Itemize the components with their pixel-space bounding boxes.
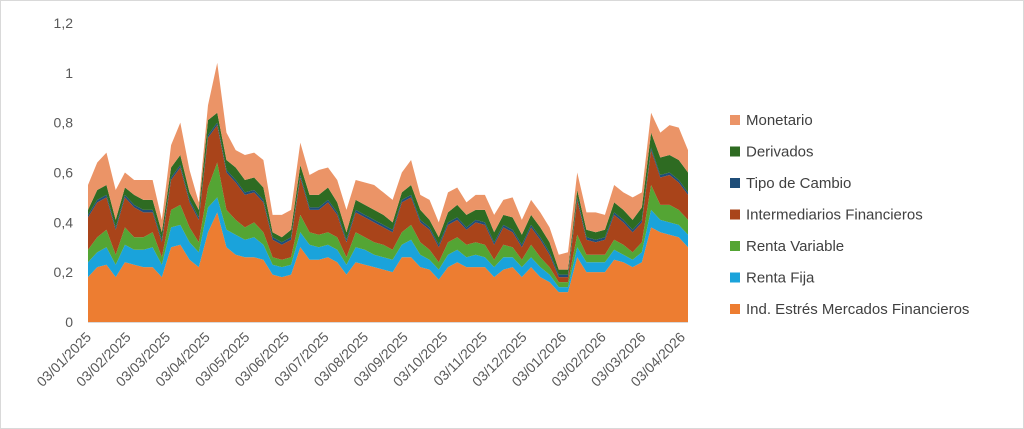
legend-swatch [730,178,740,188]
y-tick-label: 1 [65,65,73,81]
y-tick-label: 0,4 [54,214,74,230]
legend-swatch [730,304,740,314]
area-series-renta-fija [88,197,688,293]
legend-label: Monetario [746,112,813,129]
legend-label: Renta Variable [746,238,844,255]
area-series-intermediarios-financieros [88,125,688,283]
legend-label: Intermediarios Financieros [746,207,923,224]
legend-swatch [730,146,740,157]
legend-label: Ind. Estrés Mercados Financieros [746,301,969,318]
area-series-monetario [88,62,688,270]
legend-item-renta-fija: Renta Fija [730,270,815,287]
legend-label: Renta Fija [746,270,815,287]
plot-area [88,62,688,322]
legend-item-monetario: Monetario [730,112,813,129]
legend-item-derivados: Derivados [730,144,814,161]
legend-swatch [730,272,740,283]
legend-label: Tipo de Cambio [746,175,851,192]
legend-swatch [730,209,740,220]
legend: Monetario Derivados Tipo de Cambio Intermed… [730,112,969,318]
area-series-renta-variable [88,162,688,288]
x-axis: 03/01/202503/02/202503/03/202503/04/2025… [33,322,688,390]
legend-item-intermediarios-financieros: Intermediarios Financieros [730,207,923,224]
area-series-ind-estres-mercados-financieros [88,212,688,322]
y-tick-label: 0 [65,314,73,330]
legend-swatch [730,241,740,251]
legend-item-ind-estres-mercados-financieros: Ind. Estrés Mercados Financieros [730,301,969,318]
y-tick-label: 1,2 [54,15,74,31]
y-axis: 0 0,2 0,4 0,6 0,8 1 1,2 [54,15,74,330]
legend-item-tipo-de-cambio: Tipo de Cambio [730,175,851,192]
y-tick-label: 0,2 [54,264,74,280]
y-tick-label: 0,8 [54,115,74,131]
legend-item-renta-variable: Renta Variable [730,238,844,255]
y-tick-label: 0,6 [54,165,74,181]
legend-swatch [730,115,740,125]
legend-label: Derivados [746,144,814,161]
